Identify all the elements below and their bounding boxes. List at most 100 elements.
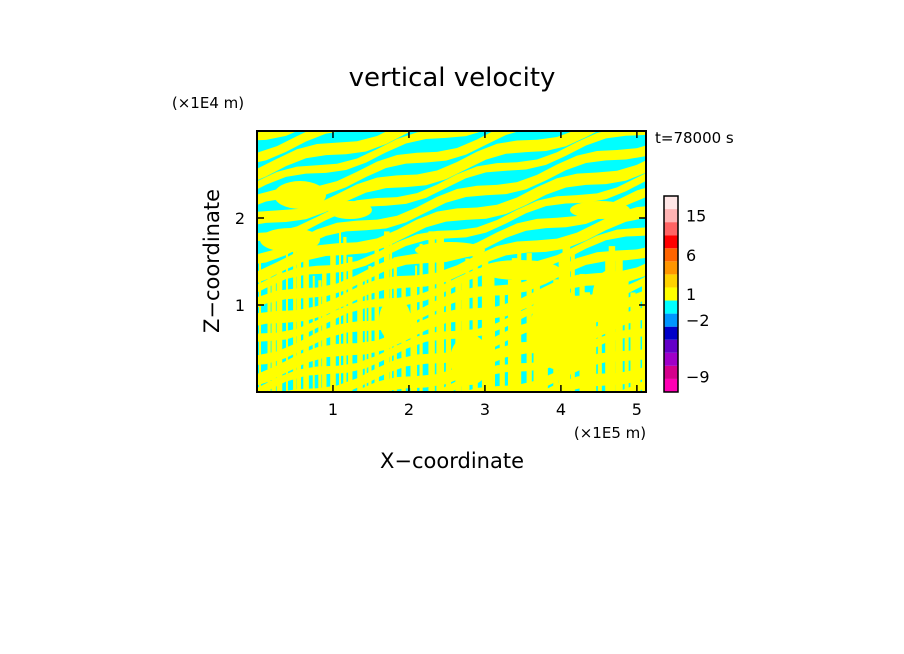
field-streak (481, 252, 489, 392)
field-band (237, 0, 666, 40)
field-streak (357, 276, 363, 392)
colorbar-level (664, 339, 678, 353)
field-band (257, 131, 483, 190)
field-streak (491, 291, 496, 392)
field-band (237, 4, 666, 118)
field-blob (260, 228, 320, 252)
field-streak (440, 257, 445, 392)
field-streak (338, 231, 341, 392)
y-axis: 12 (235, 209, 646, 315)
y-tick-label: 2 (235, 209, 245, 228)
field-streak (445, 276, 452, 392)
colorbar-level (664, 222, 678, 236)
colorbar-level (664, 248, 678, 262)
colorbar-level (664, 235, 678, 249)
field-band (257, 131, 646, 242)
x-tick-label: 2 (404, 400, 414, 419)
field-streak (312, 275, 315, 392)
field-streak (343, 236, 347, 392)
field-streak (526, 253, 532, 392)
field-streak (597, 278, 602, 392)
colorbar-level (664, 274, 678, 288)
field-band (257, 131, 599, 225)
x-axis: 1 2 3 4 5 (328, 131, 642, 419)
x-unit-label: (×1E5 m) (574, 424, 646, 442)
field-streak (465, 258, 470, 392)
field-streak (624, 274, 629, 392)
colorbar-level (664, 287, 678, 301)
colorbar-level (664, 196, 678, 210)
field-streak (267, 275, 271, 392)
field-band (237, 477, 666, 606)
y-unit-label: (×1E4 m) (172, 94, 244, 112)
field-band (257, 145, 646, 264)
plot-area (237, 0, 666, 622)
x-axis-title: X−coordinate (380, 449, 524, 473)
y-axis-title: Z−coordinate (200, 189, 224, 333)
field-band (257, 131, 413, 181)
field-streak (634, 294, 641, 392)
field-streak (415, 265, 418, 392)
field-streak (259, 256, 261, 392)
colorbar-level (664, 209, 678, 223)
field-blob (379, 298, 411, 342)
colorbar-level (664, 352, 678, 366)
field-band (237, 0, 666, 57)
field-streak (318, 280, 322, 392)
field-band (257, 206, 646, 326)
field-blob (274, 181, 326, 209)
field-band (257, 187, 646, 308)
field-blob (328, 201, 372, 219)
colorbar-level (664, 300, 678, 314)
field-streak (630, 292, 636, 392)
field-streak (428, 231, 435, 392)
field-bands (237, 0, 666, 622)
field-streak (364, 280, 367, 392)
field-band (237, 465, 666, 591)
time-label: t=78000 s (655, 129, 734, 147)
field-streak (517, 246, 522, 392)
field-band (257, 227, 646, 342)
chart-title: vertical velocity (349, 63, 556, 93)
colorbar-level (664, 261, 678, 275)
field-streak (303, 256, 309, 392)
field-blob (450, 335, 490, 385)
field-streak (322, 266, 327, 392)
x-tick-label: 4 (556, 400, 566, 419)
field-streak (455, 279, 462, 392)
colorbar-frame (663, 195, 679, 393)
colorbar-tick-label: 6 (686, 246, 696, 265)
field-blob (592, 270, 628, 330)
field-streak (330, 244, 336, 392)
plot-frame (256, 130, 647, 393)
x-tick-label: 1 (328, 400, 338, 419)
field-streak (472, 246, 478, 392)
field-blob (480, 260, 560, 280)
field-streak (296, 236, 302, 392)
field-band (257, 131, 520, 205)
field-streak (486, 273, 495, 392)
field-blob (530, 290, 590, 370)
colorbar-level (664, 326, 678, 340)
field-band (237, 428, 666, 545)
y-tick-label: 1 (235, 296, 245, 315)
colorbar-level (664, 365, 678, 379)
field-band (257, 173, 646, 293)
field-streak (410, 280, 417, 392)
colorbar-tick-label: 15 (686, 207, 706, 226)
field-band (237, 0, 666, 17)
field-streak (507, 279, 515, 392)
field-streak (271, 280, 276, 392)
field-streak (374, 244, 379, 392)
colorbar: 15 6 1 −2 −9 (663, 195, 710, 393)
field-blob (415, 242, 485, 258)
field-band (257, 131, 298, 141)
x-tick-label: 3 (480, 400, 490, 419)
field-band (237, 490, 666, 622)
field-blob (570, 201, 630, 219)
field-streak (511, 258, 520, 392)
field-band (257, 131, 343, 163)
x-tick-label: 5 (632, 400, 642, 419)
field-streak (499, 294, 505, 392)
